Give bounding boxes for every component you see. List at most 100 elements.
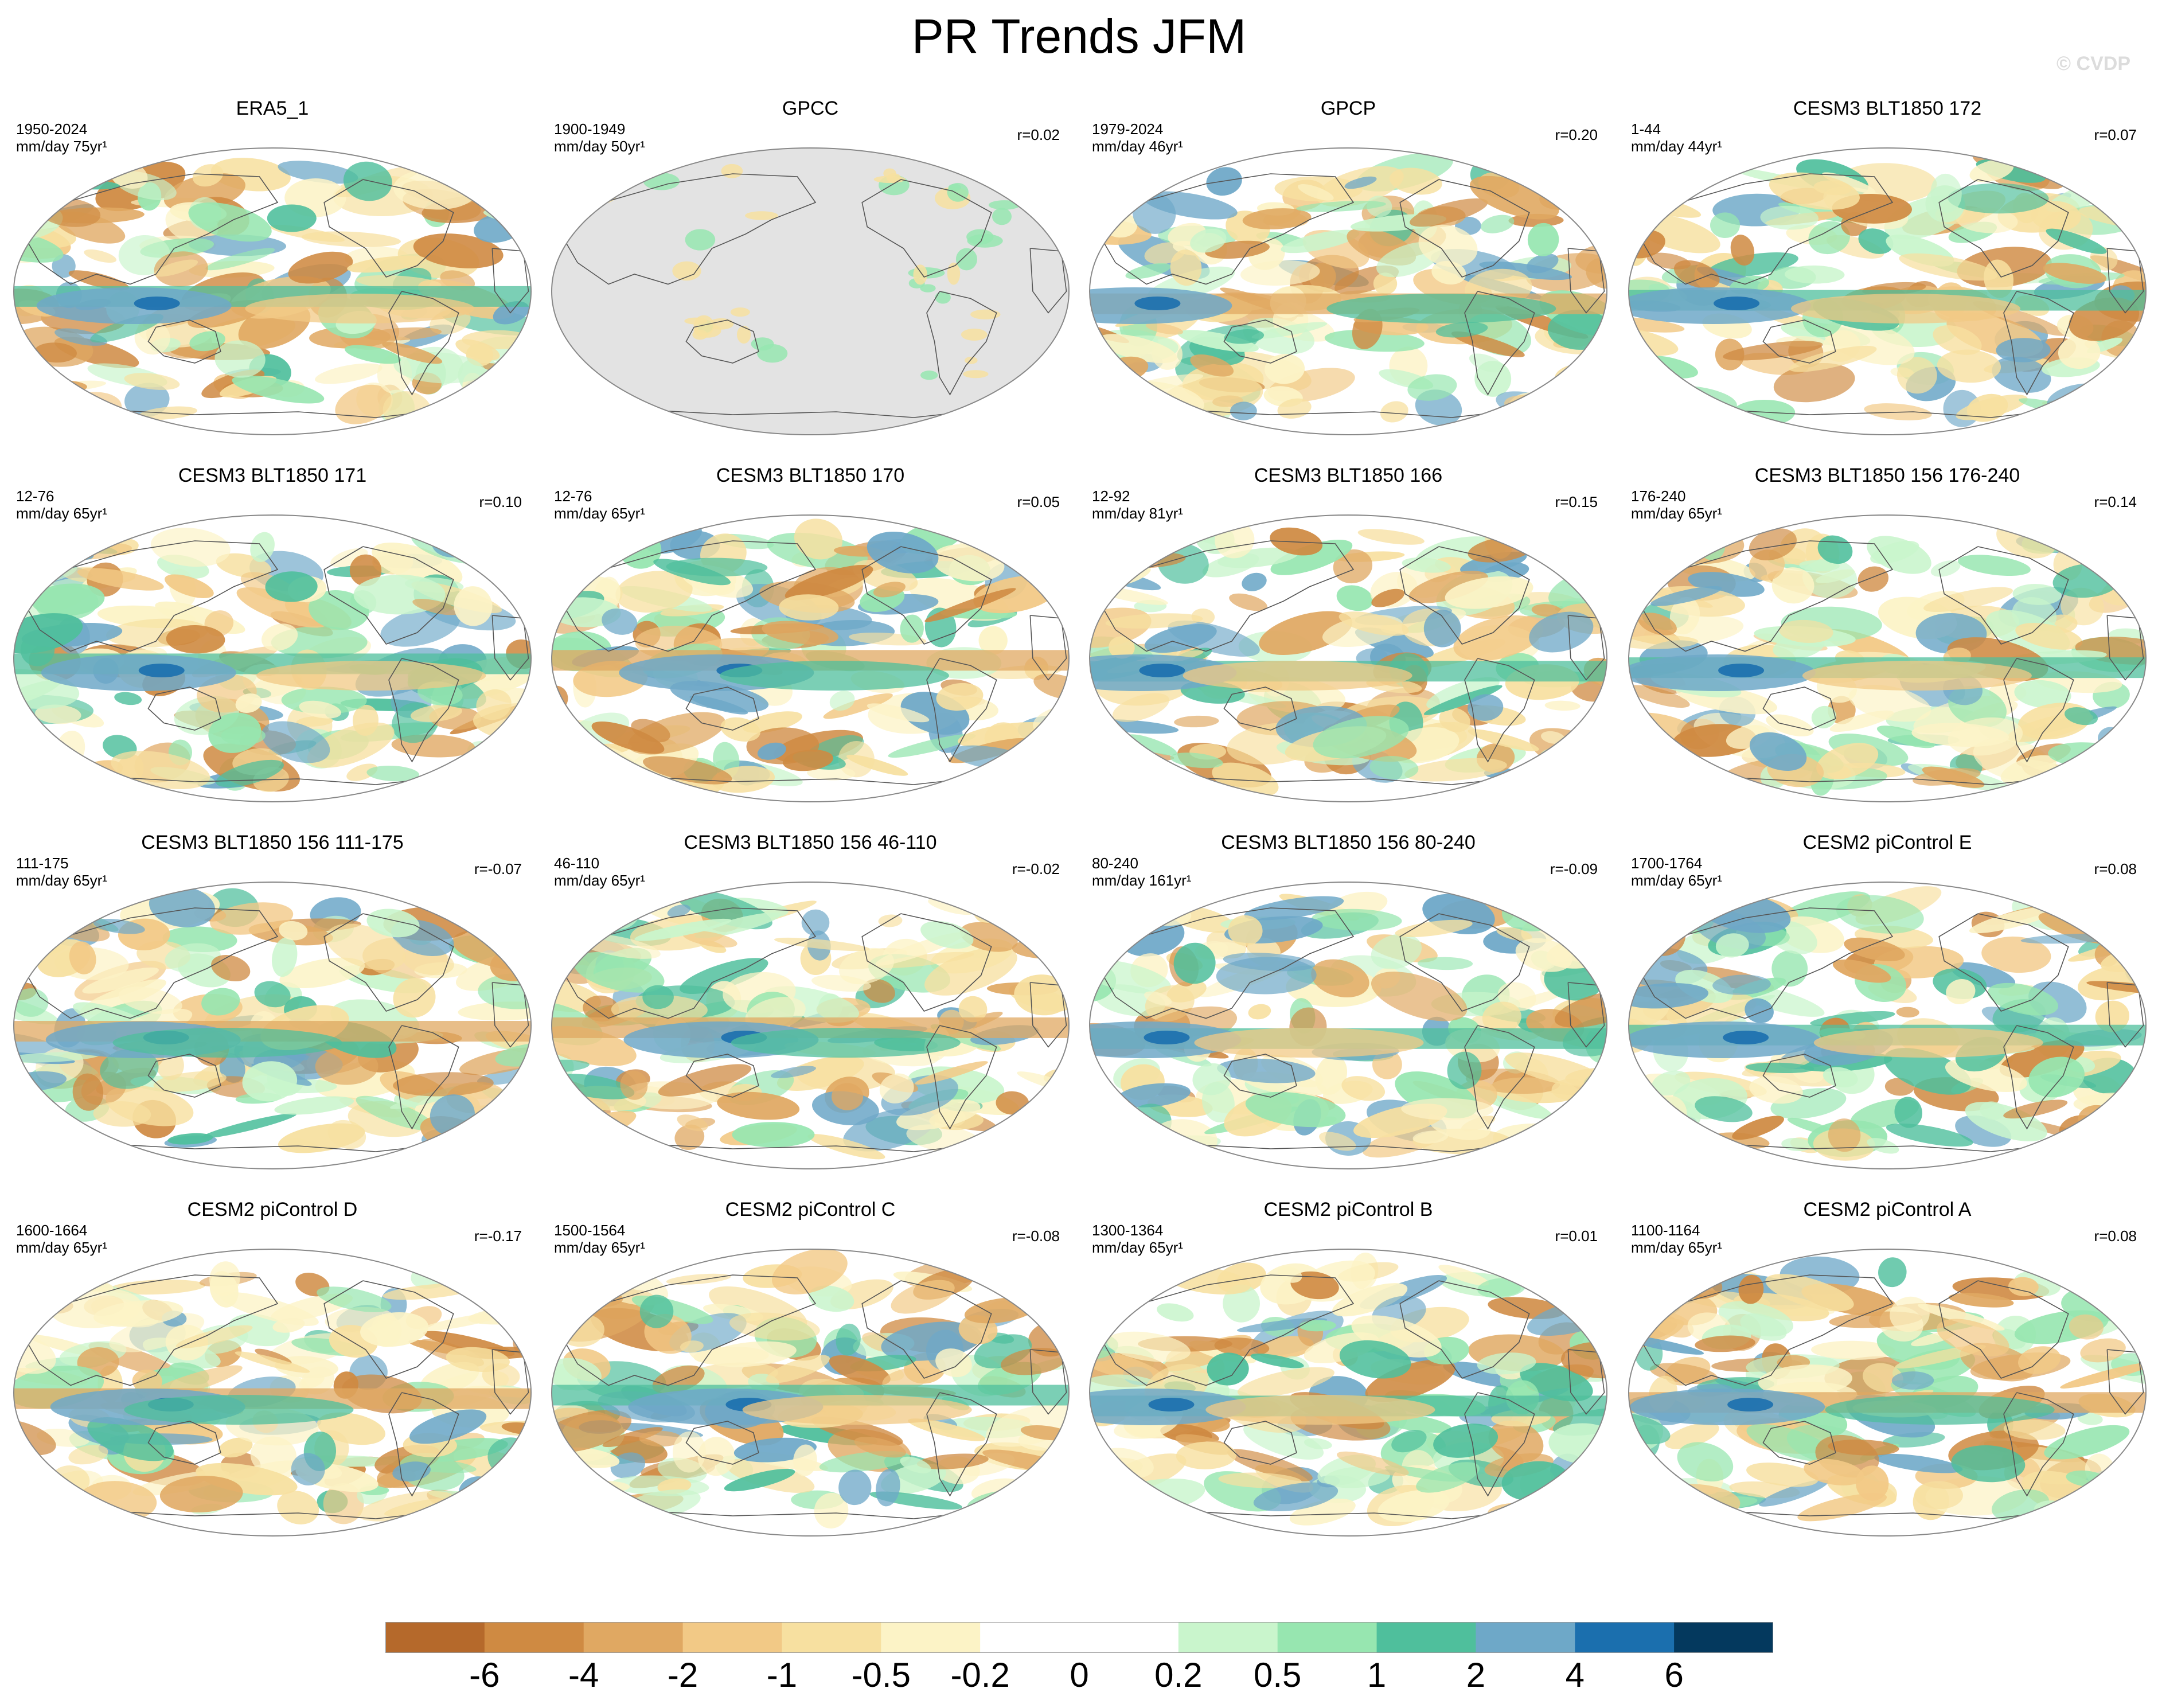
- panel-correlation: r=0.20: [1555, 126, 1598, 143]
- coastlines: [1094, 1274, 1605, 1519]
- panel-title: CESM2 piControl B: [1263, 1199, 1433, 1220]
- panel-correlation: r=0.08: [2094, 1227, 2137, 1245]
- trend-field: [14, 157, 531, 432]
- panel-units: mm/day 65yr¹: [16, 505, 107, 522]
- panel-title: CESM3 BLT1850 156 111-175: [141, 832, 404, 853]
- colorbar-swatch: [682, 1622, 782, 1653]
- panel-correlation: r=-0.09: [1550, 860, 1598, 878]
- panel-correlation: r=0.14: [2094, 493, 2137, 510]
- panel-title: CESM3 BLT1850 156 176-240: [1754, 465, 2020, 486]
- map-panel: CESM3 BLT1850 156 46-110 46-110 mm/day 65y…: [544, 830, 1077, 1198]
- coastlines: [1633, 540, 2144, 785]
- panel-title: CESM3 BLT1850 166: [1254, 465, 1443, 486]
- map-background: [552, 148, 1069, 435]
- panel-units: mm/day 161yr¹: [1092, 872, 1192, 889]
- trend-field: [552, 1249, 1069, 1528]
- colorbar-swatch: [1178, 1622, 1278, 1653]
- colorbar-swatch: [980, 1622, 1080, 1653]
- coastlines: [1094, 540, 1605, 785]
- panel-title: CESM3 BLT1850 156 80-240: [1221, 832, 1476, 853]
- colorbar-swatch: [782, 1622, 881, 1653]
- panel-title: CESM3 BLT1850 172: [1793, 98, 1982, 119]
- colorbar-tick-label: -0.5: [851, 1656, 911, 1694]
- panel-map: [1089, 882, 1607, 1169]
- panel-period: 1950-2024: [16, 120, 88, 138]
- colorbar-tick-label: 1: [1367, 1656, 1387, 1694]
- panel-map: [1628, 514, 2147, 802]
- panel-correlation: r=-0.17: [474, 1227, 522, 1245]
- panel-correlation: r=0.01: [1555, 1227, 1598, 1245]
- colorbar-tick-label: 0.5: [1253, 1656, 1302, 1694]
- panel-title: CESM3 BLT1850 170: [716, 465, 905, 486]
- panel-units: mm/day 65yr¹: [554, 505, 645, 522]
- map-panel: CESM3 BLT1850 172 1-44 mm/day 44yr¹ r=0.07: [1621, 96, 2154, 463]
- coastlines: [18, 907, 529, 1152]
- panel-period: 12-76: [16, 488, 54, 505]
- panel-correlation: r=-0.07: [474, 860, 522, 878]
- map-border: [1628, 882, 2147, 1169]
- map-panel: ERA5_1 1950-2024 mm/day 75yr¹: [6, 96, 539, 463]
- panel-period: 1300-1364: [1092, 1222, 1164, 1239]
- coastlines: [1633, 907, 2144, 1152]
- panel-units: mm/day 65yr¹: [1092, 1239, 1183, 1256]
- colorbar: [385, 1622, 1773, 1653]
- panel-map: [13, 882, 532, 1169]
- panel-period: 1600-1664: [16, 1222, 88, 1239]
- coastlines: [18, 1274, 529, 1519]
- colorbar-swatch: [1079, 1622, 1179, 1653]
- colorbar-tick-label: -1: [766, 1656, 798, 1694]
- panel-correlation: r=0.05: [1017, 493, 1060, 510]
- map-panel: CESM3 BLT1850 166 12-92 mm/day 81yr¹ r=0.15: [1082, 463, 1615, 830]
- panel-units: mm/day 46yr¹: [1092, 138, 1183, 155]
- map-border: [1089, 882, 1607, 1169]
- panel-title: GPCC: [782, 98, 839, 119]
- panel-units: mm/day 81yr¹: [1092, 505, 1183, 522]
- map-border: [1628, 1249, 2147, 1537]
- map-panel: CESM2 piControl C 1500-1564 mm/day 65yr¹ r=…: [544, 1198, 1077, 1565]
- map-panel: CESM3 BLT1850 156 176-240 176-240 mm/day 6…: [1621, 463, 2154, 830]
- panel-map: [551, 514, 1070, 802]
- coastlines: [556, 1274, 1067, 1519]
- coastlines: [556, 540, 1067, 785]
- colorbar-tick-label: 6: [1664, 1656, 1684, 1694]
- trend-field: [1090, 1253, 1607, 1527]
- panel-map: [13, 147, 532, 435]
- map-panel: CESM3 BLT1850 171 12-76 mm/day 65yr¹ r=0.10: [6, 463, 539, 830]
- colorbar-swatch: [484, 1622, 584, 1653]
- panel-period: 1700-1764: [1631, 855, 1703, 872]
- colorbar-tick-label: -6: [469, 1656, 500, 1694]
- coastlines: [556, 173, 1067, 418]
- panel-correlation: r=-0.02: [1012, 860, 1060, 878]
- map-panel: CESM2 piControl B 1300-1364 mm/day 65yr¹ r=…: [1082, 1198, 1615, 1565]
- panel-title: CESM3 BLT1850 171: [178, 465, 367, 486]
- colorbar-swatch: [1575, 1622, 1675, 1653]
- colorbar-swatch: [1277, 1622, 1377, 1653]
- panel-units: mm/day 50yr¹: [554, 138, 645, 155]
- map-border: [551, 1249, 1070, 1537]
- map-border: [13, 882, 532, 1169]
- colorbar-tick-label: 2: [1466, 1656, 1486, 1694]
- map-panel: CESM2 piControl D 1600-1664 mm/day 65yr¹ r=…: [6, 1198, 539, 1565]
- panel-period: 12-92: [1092, 488, 1130, 505]
- coastlines: [1094, 173, 1605, 418]
- coastlines: [1094, 907, 1605, 1152]
- panel-period: 111-175: [16, 855, 69, 872]
- coastlines: [18, 173, 529, 418]
- panel-title: CESM3 BLT1850 156 46-110: [684, 832, 937, 853]
- panel-map: [1089, 1249, 1607, 1537]
- map-panel: GPCP 1979-2024 mm/day 46yr¹ r=0.20: [1082, 96, 1615, 463]
- panel-correlation: r=-0.08: [1012, 1227, 1060, 1245]
- map-border: [1628, 514, 2147, 802]
- panel-correlation: r=0.10: [479, 493, 522, 510]
- panel-map: [1628, 147, 2147, 435]
- panel-map: [551, 1249, 1070, 1537]
- panel-title: CESM2 piControl E: [1802, 832, 1972, 853]
- panel-map: [1089, 147, 1607, 435]
- panel-units: mm/day 65yr¹: [554, 872, 645, 889]
- map-border: [13, 514, 532, 802]
- panel-units: mm/day 65yr¹: [1631, 505, 1722, 522]
- map-border: [551, 514, 1070, 802]
- map-panel: CESM3 BLT1850 156 80-240 80-240 mm/day 161…: [1082, 830, 1615, 1198]
- trend-field: [1629, 520, 2146, 796]
- panel-map: [551, 882, 1070, 1169]
